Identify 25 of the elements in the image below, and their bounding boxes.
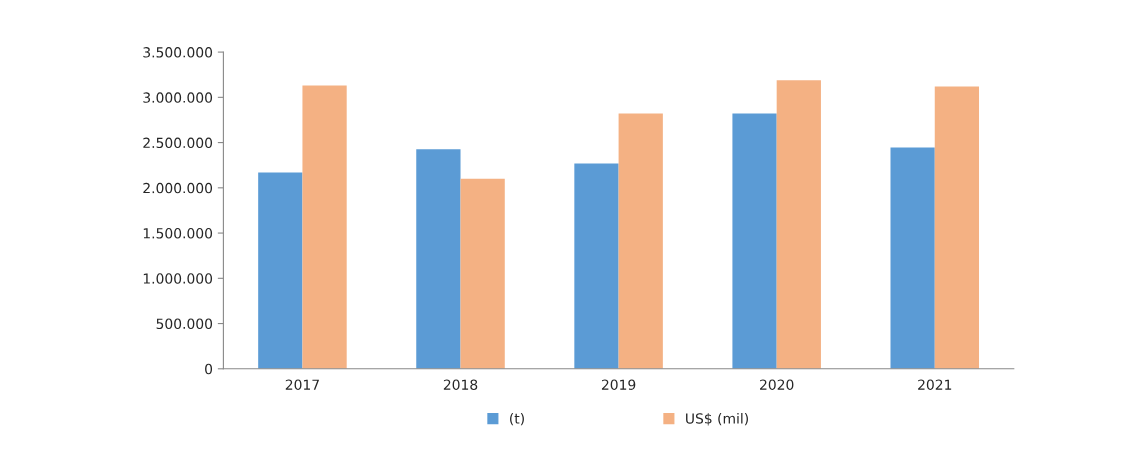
bar [574, 163, 619, 369]
bar [934, 86, 980, 369]
y-tick-label: 500.000 [156, 318, 213, 330]
y-tick-label: 3.500.000 [143, 47, 213, 58]
x-tick-label: 2018 [443, 379, 478, 390]
bar [776, 80, 821, 369]
legend-label: US$ (mil) [686, 412, 748, 426]
bar [618, 113, 663, 369]
x-tick-label: 2020 [760, 379, 794, 390]
y-tick-label: 0 [205, 363, 213, 375]
bar [416, 149, 461, 369]
x-tick-label: 2017 [285, 379, 319, 390]
y-tick-label: 1.000.000 [143, 273, 213, 284]
y-tick-label: 2.000.000 [143, 182, 213, 194]
bar [460, 178, 505, 369]
y-tick-label: 3.000.000 [143, 92, 213, 103]
y-tick-label: 1.500.000 [143, 228, 213, 239]
x-tick-label: 2019 [601, 379, 636, 390]
bar [890, 147, 935, 369]
bar [302, 85, 347, 369]
bar [732, 113, 777, 369]
y-tick-label: 2.500.000 [143, 137, 213, 149]
legend-label: (t) [510, 412, 524, 426]
bar [258, 172, 303, 369]
x-tick-label: 2021 [918, 379, 952, 390]
